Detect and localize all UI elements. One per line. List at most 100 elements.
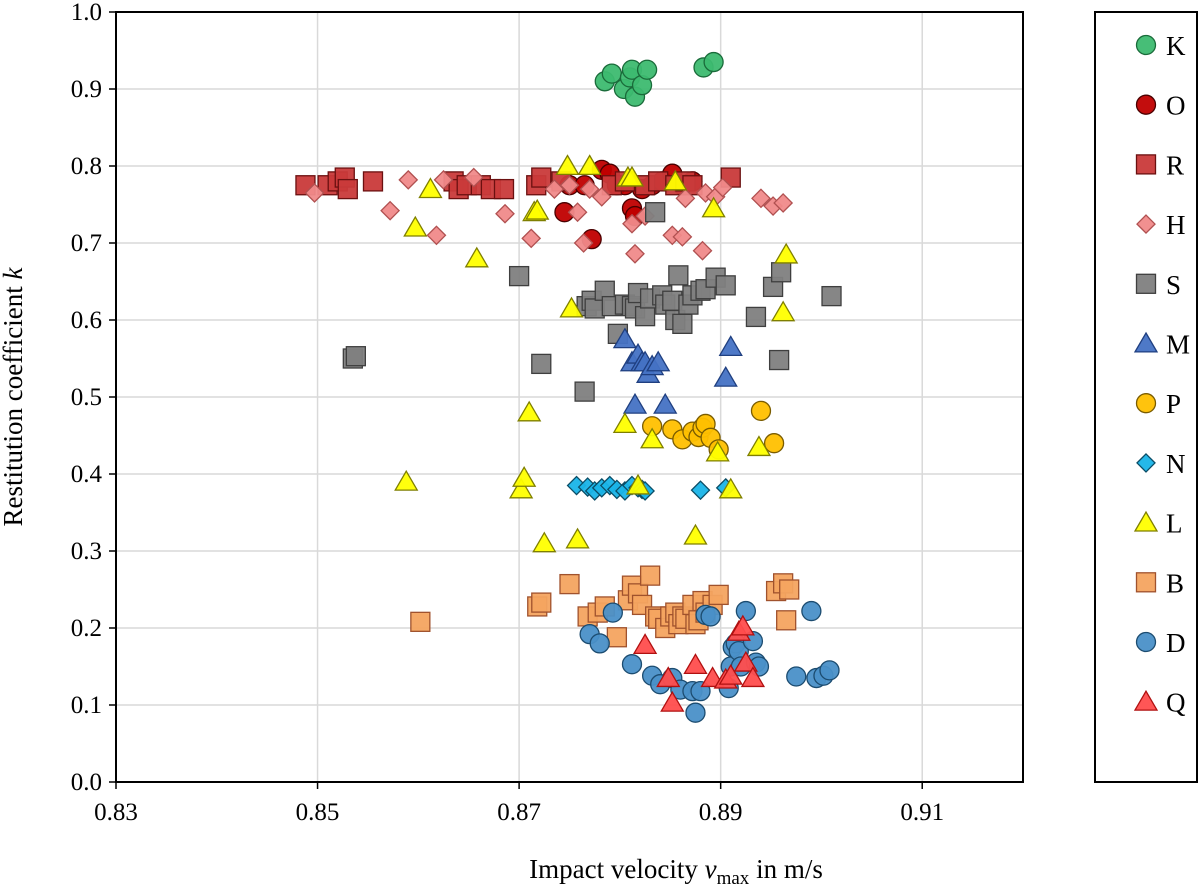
data-point-b	[776, 610, 797, 631]
data-point-h	[579, 179, 600, 200]
legend-item-s: S	[1135, 270, 1181, 300]
x-tick-label: 0.83	[94, 799, 138, 826]
data-point-l	[517, 400, 542, 422]
y-tick-label: 0.3	[71, 538, 102, 565]
legend-item-m: M	[1133, 330, 1190, 360]
legend-marker-s	[1135, 273, 1157, 294]
data-point-b	[410, 611, 431, 632]
data-point-l	[663, 169, 688, 191]
data-point-h	[398, 169, 419, 190]
data-point-d	[621, 654, 643, 675]
y-tick-label: 0.9	[71, 76, 102, 103]
data-point-h	[559, 175, 580, 196]
data-point-m	[713, 365, 738, 387]
data-point-d	[801, 600, 822, 622]
data-point-d	[589, 633, 610, 654]
legend-marker-d	[1135, 631, 1157, 653]
series-d	[579, 600, 840, 723]
legend-marker-p	[1135, 393, 1157, 414]
data-point-h	[433, 169, 454, 190]
legend-item-h: H	[1136, 210, 1186, 240]
data-point-h	[692, 240, 713, 261]
data-point-p	[750, 400, 772, 422]
legend-item-n: N	[1136, 449, 1186, 479]
data-point-h	[625, 243, 645, 264]
data-point-l	[625, 473, 651, 495]
data-point-d	[685, 702, 706, 723]
data-point-h	[712, 177, 733, 198]
data-point-k	[703, 51, 724, 73]
data-point-s	[645, 202, 666, 223]
y-tick-label: 0.0	[71, 769, 102, 796]
data-point-l	[559, 296, 584, 318]
data-point-s	[745, 306, 767, 328]
data-point-l	[464, 246, 489, 268]
data-point-s	[768, 349, 790, 371]
data-point-l	[718, 477, 743, 499]
data-point-q	[656, 666, 681, 688]
data-point-m	[653, 392, 678, 414]
y-tick-label: 0.6	[71, 307, 102, 334]
data-point-l	[525, 198, 550, 220]
data-point-r	[362, 171, 384, 192]
legend-item-p: P	[1135, 389, 1181, 419]
data-point-q	[683, 653, 708, 675]
data-point-m	[718, 335, 743, 357]
legend-item-l: L	[1133, 509, 1183, 539]
data-point-p	[763, 433, 785, 454]
y-tick-label: 1.0	[71, 0, 102, 26]
data-point-l	[555, 154, 580, 176]
data-point-h	[672, 226, 693, 247]
legend-label: B	[1166, 568, 1184, 598]
data-point-s	[574, 381, 595, 402]
data-point-h	[773, 193, 794, 213]
legend-item-o: O	[1135, 91, 1186, 121]
data-point-l	[394, 469, 419, 491]
legend-label: D	[1166, 628, 1186, 658]
x-tick-label: 0.91	[900, 799, 944, 826]
data-point-q	[730, 614, 755, 636]
data-point-h	[567, 202, 588, 223]
x-tick-label: 0.87	[497, 799, 541, 826]
data-point-l	[403, 215, 428, 237]
legend-item-b: B	[1135, 568, 1184, 598]
y-axis-title: Restitution coefficient k	[0, 267, 28, 527]
legend-label: K	[1166, 31, 1186, 61]
data-point-l	[418, 177, 443, 199]
legend-marker-b	[1135, 572, 1157, 593]
data-point-l	[619, 165, 645, 187]
data-point-h	[751, 188, 771, 209]
data-point-l	[512, 466, 537, 487]
data-point-r	[531, 167, 552, 188]
series-s	[342, 202, 842, 402]
legend-marker-n	[1136, 452, 1156, 473]
data-point-r	[337, 178, 358, 200]
data-point-m	[622, 392, 648, 414]
x-axis-title: Impact velocity vmax in m/s	[529, 854, 823, 889]
data-point-l	[701, 196, 726, 218]
data-point-d	[786, 666, 807, 687]
series-k	[594, 51, 724, 107]
legend-marker-l	[1133, 510, 1159, 532]
data-point-s	[531, 353, 552, 375]
data-point-h	[521, 228, 542, 249]
data-point-l	[771, 300, 796, 322]
data-point-r	[493, 178, 515, 200]
legend-label: P	[1166, 389, 1181, 419]
y-tick-label: 0.5	[71, 384, 102, 411]
data-point-s	[508, 265, 530, 287]
data-point-d	[602, 602, 623, 623]
data-point-h	[463, 167, 484, 188]
data-point-h	[591, 186, 612, 207]
data-point-l	[612, 412, 638, 434]
data-points	[295, 51, 842, 723]
data-point-d	[819, 660, 840, 681]
y-tick-label: 0.2	[71, 615, 102, 642]
y-tick-label: 0.4	[71, 461, 103, 488]
data-point-s	[715, 275, 736, 296]
series-l	[394, 154, 799, 553]
data-point-l	[532, 531, 557, 553]
data-point-b	[708, 584, 729, 606]
legend-label: O	[1166, 91, 1186, 121]
